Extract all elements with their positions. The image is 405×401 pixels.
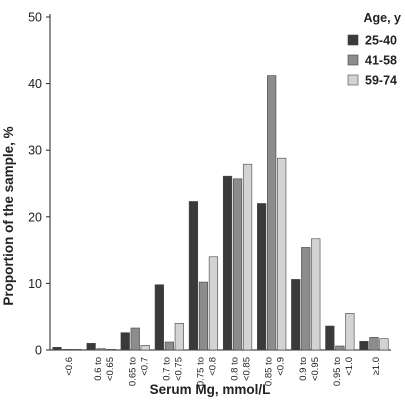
bar xyxy=(154,284,164,351)
x-tick-label-line: <0.7 xyxy=(139,357,150,376)
bar xyxy=(106,349,116,351)
bar xyxy=(222,175,233,351)
x-tick-label-text: 0.75 to<0.8 xyxy=(195,357,218,386)
bar xyxy=(198,281,209,351)
bar xyxy=(120,332,130,351)
bar xyxy=(359,341,369,351)
x-tick-label: 0.8 to<0.85 xyxy=(230,357,253,381)
legend-title: Age, y xyxy=(363,11,401,25)
x-tick-label-text: 0.95 to<1.0 xyxy=(332,357,355,386)
y-axis: 0 10 20 30 40 50 xyxy=(28,11,51,358)
x-tick-label-line: <0.85 xyxy=(242,357,253,381)
bar xyxy=(379,338,389,351)
x-axis-title: Serum Mg, mmol/L xyxy=(150,382,271,397)
x-tick-label-text: <0.6 xyxy=(64,357,75,376)
x-tick-label-line: <0.6 xyxy=(64,357,75,376)
bar xyxy=(188,201,199,351)
x-tick-label-line: ≥1.0 xyxy=(371,357,382,375)
bar xyxy=(140,345,150,351)
legend-swatch xyxy=(347,54,359,66)
x-tick-label: 0.9 to<0.95 xyxy=(298,357,321,381)
bar xyxy=(208,256,219,351)
x-tick-label-line: 0.6 to xyxy=(93,357,104,381)
bar xyxy=(311,238,321,351)
x-tick-label-text: 0.65 to<0.7 xyxy=(127,357,150,386)
legend-label: 25-40 xyxy=(365,34,397,48)
x-tick-label: <0.6 xyxy=(64,357,75,376)
bar xyxy=(267,75,277,351)
y-tick-label: 40 xyxy=(28,77,42,91)
bar xyxy=(52,347,62,351)
y-tick-label: 0 xyxy=(35,344,42,358)
x-tick-label-line: 0.9 to xyxy=(298,357,309,381)
x-tick-label: 0.75 to<0.8 xyxy=(195,357,218,386)
x-tick-label-text: ≥1.0 xyxy=(371,357,382,375)
bar xyxy=(369,337,379,351)
x-axis: <0.6 0.6 to<0.65 0.65 to<0.7 0.7 to<0.75 0.7… xyxy=(50,349,391,386)
x-tick-label-text: 0.85 to<0.9 xyxy=(264,357,287,386)
bar xyxy=(72,349,82,351)
x-tick-label-line: 0.7 to xyxy=(161,357,172,381)
bars xyxy=(52,75,389,351)
legend-label: 41-58 xyxy=(365,54,397,68)
bar xyxy=(345,313,355,351)
x-tick-label-line: <0.65 xyxy=(105,357,116,381)
legend-label: 59-74 xyxy=(365,74,397,88)
bar xyxy=(301,247,311,351)
bar xyxy=(96,348,106,351)
x-tick-label-line: <1.0 xyxy=(344,357,355,376)
y-axis-title: Proportion of the sample, % xyxy=(1,126,16,305)
x-tick-label-line: <0.9 xyxy=(276,357,287,376)
x-tick-label: 0.65 to<0.7 xyxy=(127,357,150,386)
x-tick-label: 0.7 to<0.75 xyxy=(161,357,184,381)
legend: Age, y 25-40 41-58 59-74 xyxy=(347,11,401,88)
bar xyxy=(174,323,184,351)
bar xyxy=(277,157,287,351)
x-tick-label-line: <0.8 xyxy=(207,357,218,376)
bar xyxy=(257,203,267,351)
x-tick-label-line: 0.65 to xyxy=(127,357,138,386)
bar xyxy=(291,279,301,351)
x-tick-label-line: 0.95 to xyxy=(332,357,343,386)
x-tick-label-line: 0.75 to xyxy=(195,357,206,386)
x-tick-label: 0.85 to<0.9 xyxy=(264,357,287,386)
x-tick-label-line: 0.85 to xyxy=(264,357,275,386)
bar xyxy=(62,349,72,351)
bar xyxy=(242,163,253,351)
bar xyxy=(164,341,174,351)
x-tick-label-text: 0.8 to<0.85 xyxy=(230,357,253,381)
y-tick-label: 20 xyxy=(28,210,42,224)
y-tick-label: 10 xyxy=(28,277,42,291)
x-tick-label-line: 0.8 to xyxy=(230,357,241,381)
x-tick-label-line: <0.95 xyxy=(310,357,321,381)
y-tick-label: 30 xyxy=(28,144,42,158)
legend-swatch xyxy=(347,74,359,86)
x-tick-label-text: 0.7 to<0.75 xyxy=(161,357,184,381)
y-tick-label: 50 xyxy=(28,11,42,25)
bar xyxy=(232,178,243,351)
x-tick-label: ≥1.0 xyxy=(371,357,382,375)
x-tick-label-line: <0.75 xyxy=(173,357,184,381)
bar xyxy=(325,325,335,351)
bar xyxy=(130,327,140,351)
bar xyxy=(86,343,96,351)
x-tick-label-text: 0.9 to<0.95 xyxy=(298,357,321,381)
x-tick-label-text: 0.6 to<0.65 xyxy=(93,357,116,381)
legend-swatch xyxy=(347,34,359,46)
x-tick-label: 0.95 to<1.0 xyxy=(332,357,355,386)
x-tick-label: 0.6 to<0.65 xyxy=(93,357,116,381)
bar xyxy=(335,345,345,351)
